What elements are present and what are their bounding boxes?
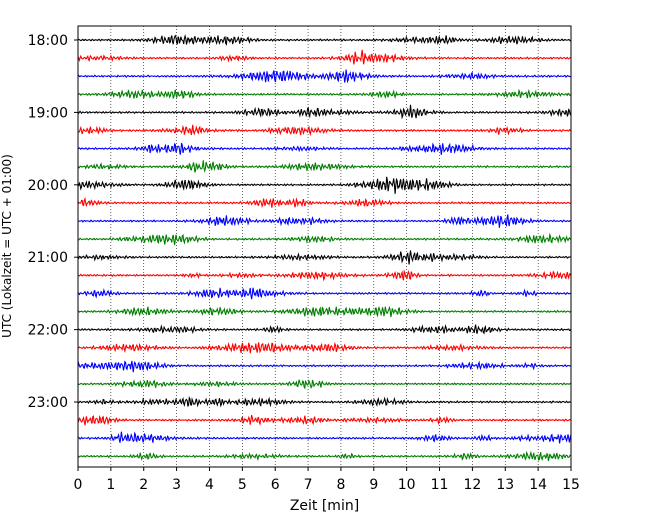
trace-1930 — [77, 142, 572, 155]
trace-2315 — [77, 414, 572, 426]
trace-2100 — [77, 250, 572, 265]
y-axis-ticks: 18:00 19:00 20:00 21:00 22:00 23:00 — [28, 33, 78, 411]
trace-1845 — [77, 88, 572, 100]
x-tick-label-12: 12 — [463, 477, 481, 493]
x-tick-label-15: 15 — [562, 477, 580, 493]
x-axis-label: Zeit [min] — [290, 498, 359, 514]
x-tick-label-8: 8 — [336, 477, 345, 493]
x-tick-label-4: 4 — [205, 477, 214, 493]
trace-2330 — [77, 431, 572, 444]
y-axis-label: UTC (Lokalzeit = UTC + 01:00) — [0, 154, 14, 338]
y-tick-label-1: 19:00 — [28, 105, 68, 121]
x-tick-label-0: 0 — [74, 477, 83, 493]
trace-2000 — [77, 176, 572, 194]
trace-2200 — [77, 324, 572, 335]
x-tick-label-10: 10 — [398, 477, 416, 493]
trace-2030 — [77, 214, 571, 228]
x-tick-label-6: 6 — [271, 477, 280, 493]
trace-1945 — [77, 160, 571, 173]
trace-1900 — [77, 104, 572, 120]
x-tick-label-11: 11 — [431, 477, 449, 493]
x-tick-label-5: 5 — [238, 477, 247, 493]
trace-2045 — [77, 232, 572, 246]
x-tick-label-9: 9 — [369, 477, 378, 493]
trace-2345 — [77, 450, 571, 462]
y-tick-label-4: 22:00 — [28, 323, 68, 339]
trace-2245 — [77, 379, 572, 390]
x-tick-label-3: 3 — [172, 477, 181, 493]
trace-2015 — [77, 196, 572, 208]
y-tick-label-0: 18:00 — [28, 33, 68, 49]
trace-2230 — [77, 360, 571, 373]
y-tick-label-2: 20:00 — [28, 178, 68, 194]
trace-1915 — [77, 124, 572, 137]
trace-2300 — [77, 395, 571, 408]
x-tick-label-1: 1 — [106, 477, 115, 493]
traces-layer — [77, 34, 572, 462]
x-tick-label-14: 14 — [529, 477, 547, 493]
trace-2145 — [77, 305, 572, 318]
trace-2115 — [77, 269, 572, 282]
x-tick-label-13: 13 — [496, 477, 514, 493]
y-tick-label-5: 23:00 — [28, 395, 68, 411]
x-tick-label-7: 7 — [304, 477, 313, 493]
y-tick-label-3: 21:00 — [28, 250, 68, 266]
trace-2130 — [77, 287, 572, 300]
trace-2215 — [77, 341, 572, 354]
x-axis-ticks: 0 1 2 3 4 5 6 7 8 9 10 11 12 13 14 15 — [74, 467, 580, 493]
trace-1815 — [77, 49, 572, 65]
x-tick-label-2: 2 — [139, 477, 148, 493]
plot-frame — [77, 25, 572, 468]
trace-1800 — [77, 34, 572, 46]
trace-1830 — [77, 69, 571, 84]
